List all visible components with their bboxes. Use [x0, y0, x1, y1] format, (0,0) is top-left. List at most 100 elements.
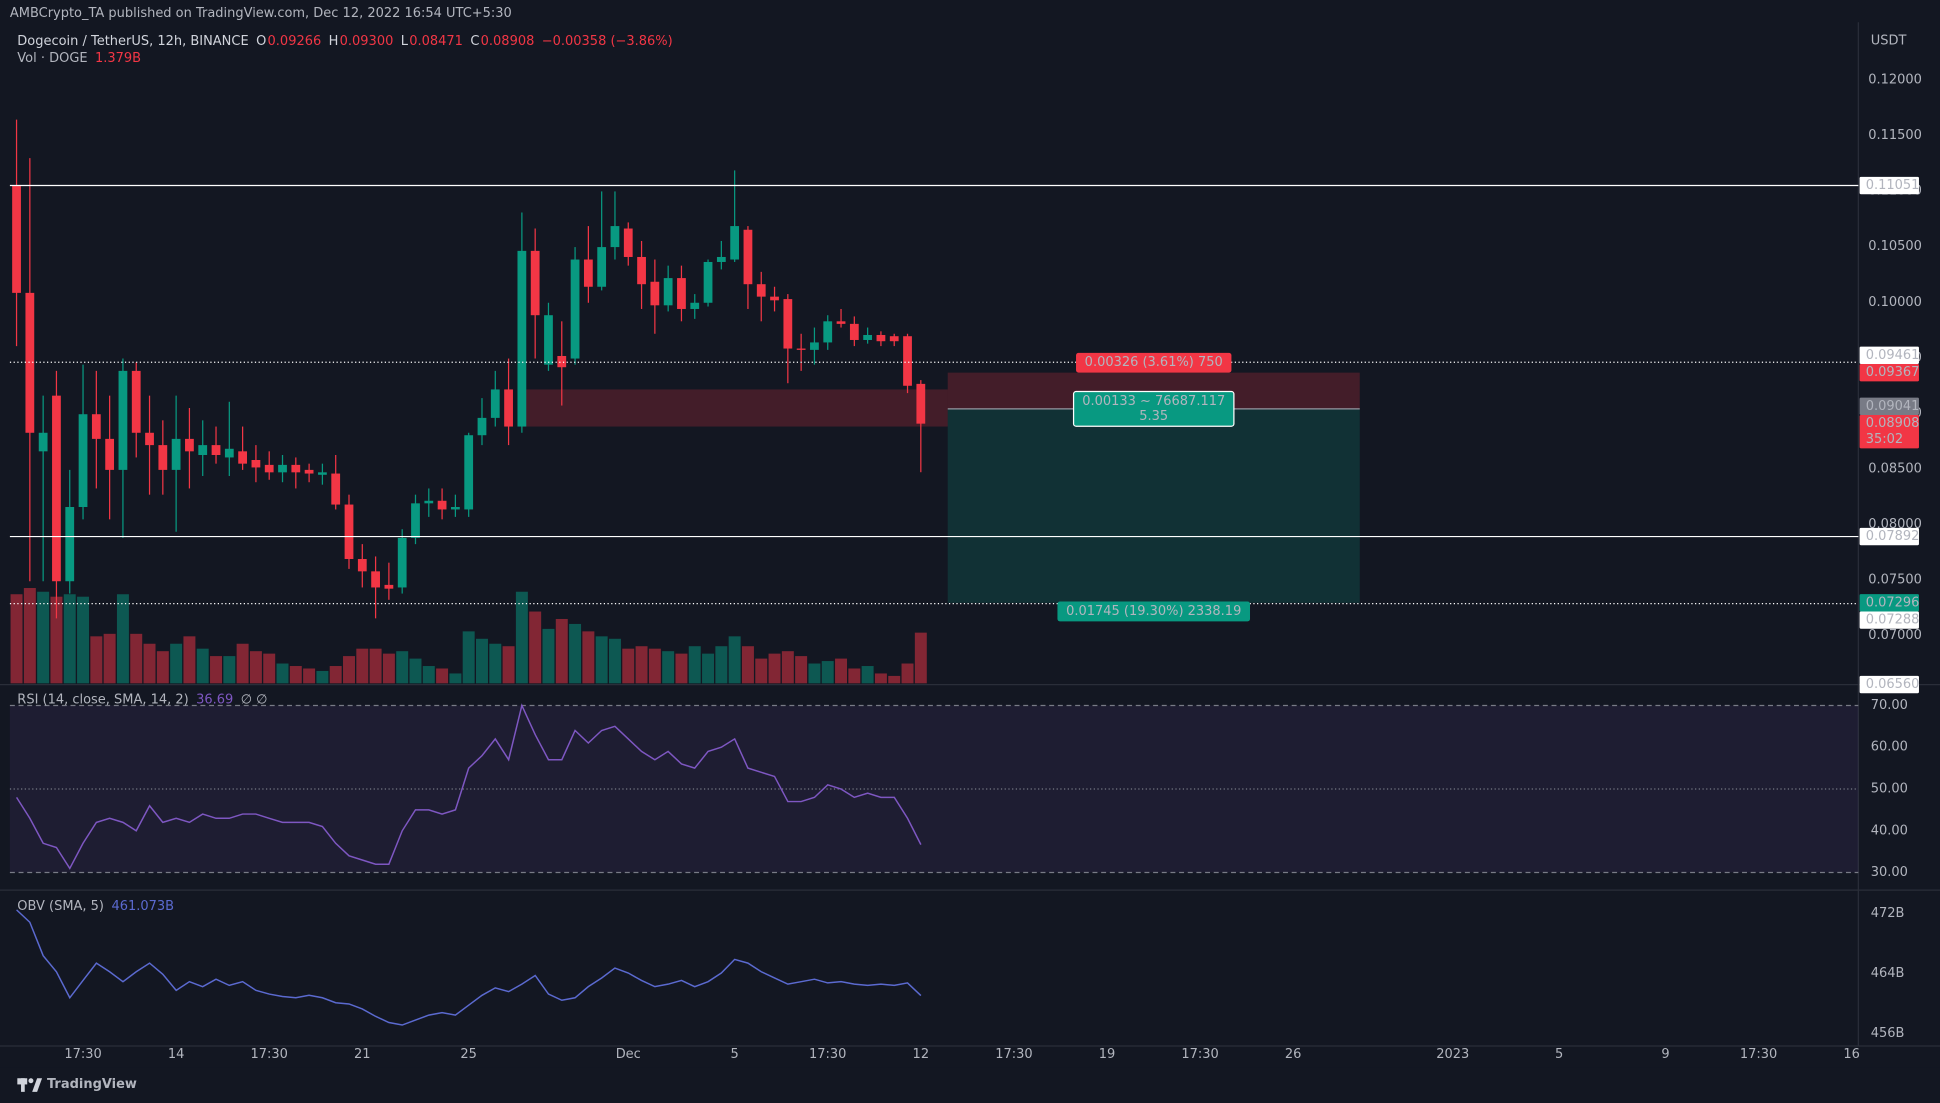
change: −0.00358 (−3.86%) — [542, 33, 673, 48]
volume-bar — [303, 668, 316, 684]
candle-body — [716, 256, 726, 262]
y-tick-label: 0.11500 — [1868, 128, 1922, 143]
price-badge — [1859, 527, 1919, 546]
volume-bar — [542, 628, 555, 684]
candle-body — [211, 445, 221, 455]
volume-bar — [755, 658, 768, 684]
x-tick-label: 16 — [1843, 1047, 1860, 1062]
candle-body — [677, 278, 686, 309]
footer-bar — [0, 1067, 1940, 1103]
volume-bar — [781, 651, 794, 684]
volume-bar — [874, 673, 887, 684]
candle-body — [437, 500, 447, 510]
x-tick-label: 12 — [913, 1047, 930, 1062]
price-badge-label: 0.07892 — [1866, 529, 1920, 544]
candle-body — [224, 448, 234, 458]
candle-body — [371, 571, 380, 588]
y-tick-label: 0.08500 — [1868, 461, 1922, 476]
candle-body — [889, 336, 899, 342]
candle-body — [238, 451, 248, 464]
position-label-box — [1072, 390, 1235, 427]
y-tick-label: 472B — [1871, 906, 1905, 921]
price-badge — [1859, 346, 1919, 364]
volume-bar — [595, 636, 608, 684]
volume-bar — [529, 611, 542, 684]
volume-bar — [635, 646, 648, 684]
candle-body — [251, 459, 261, 468]
position-label: 0.01745 (19.30%) 2338.19 — [1066, 604, 1241, 619]
candle-body — [424, 500, 434, 504]
volume-bar — [835, 658, 848, 684]
candle-body — [397, 537, 407, 588]
x-tick-label: 17:30 — [1740, 1047, 1777, 1062]
volume-bar — [555, 618, 568, 684]
candle-body — [863, 334, 873, 340]
volume-bar — [382, 653, 395, 684]
volume-bar — [37, 591, 50, 684]
volume-bar — [808, 663, 821, 684]
candle-body — [544, 315, 553, 365]
volume-bar — [103, 633, 116, 684]
volume-bar — [156, 651, 169, 684]
volume-bar — [728, 636, 741, 684]
candle-body — [450, 507, 460, 510]
volume-bar — [515, 591, 528, 684]
volume-bar — [236, 643, 249, 684]
volume-bar — [343, 656, 355, 684]
price-badge — [1859, 363, 1919, 382]
candle-body — [517, 250, 527, 427]
tv-logo — [17, 1078, 43, 1092]
candle-body — [823, 321, 833, 343]
volume-bar — [795, 656, 808, 684]
volume-name: Vol · DOGE — [17, 51, 87, 66]
volume-bar — [848, 668, 861, 684]
x-tick-label: 17:30 — [995, 1047, 1032, 1062]
volume-bar — [901, 663, 914, 684]
candle-body — [810, 342, 819, 350]
volume-bar — [741, 646, 754, 684]
position-label-box — [1076, 352, 1232, 373]
x-tick-label: 14 — [168, 1047, 185, 1062]
volume-bar — [436, 668, 449, 684]
volume-value: 1.379B — [95, 51, 141, 66]
volume-bar — [170, 643, 183, 684]
candle-body — [756, 284, 766, 297]
price-badge — [1859, 675, 1919, 694]
volume-bar — [422, 666, 435, 684]
y-tick-label: 456B — [1871, 1026, 1905, 1041]
volume-bar — [63, 594, 76, 684]
x-tick-label: 21 — [354, 1047, 371, 1062]
target-area — [947, 408, 1360, 603]
x-tick-label: 19 — [1099, 1047, 1116, 1062]
volume-bar — [196, 648, 209, 684]
volume-bar — [861, 666, 874, 684]
footer-brand[interactable]: TradingView — [47, 1077, 137, 1092]
volume-bar — [116, 594, 129, 684]
y-tick-label: 0.12000 — [1868, 73, 1922, 88]
candle-body — [490, 389, 500, 418]
volume-bar — [276, 663, 289, 684]
candle-body — [105, 438, 115, 470]
x-tick-label: 2023 — [1436, 1047, 1469, 1062]
price-badge — [1859, 611, 1919, 629]
price-badge — [1859, 176, 1919, 195]
candle-body — [25, 292, 35, 433]
y-tick-label: 70.00 — [1871, 698, 1908, 713]
currency: USDT — [1871, 33, 1907, 48]
x-tick-label: 17:30 — [251, 1047, 288, 1062]
publisher: AMBCrypto_TA published on TradingView.co… — [10, 6, 512, 21]
volume-bar — [502, 646, 515, 684]
price-badge-label: 0.09367 — [1866, 365, 1920, 380]
volume-bar — [569, 623, 582, 684]
candle-body — [52, 395, 61, 582]
indicator-name: RSI (14, close, SMA, 14, 2) — [17, 692, 188, 707]
candle-body — [836, 321, 846, 324]
indicator-legend: OBV (SMA, 5) 461.073B — [17, 899, 174, 914]
volume-bar — [409, 658, 422, 684]
candle-body — [849, 323, 859, 340]
volume-legend: Vol · DOGE 1.379B — [17, 51, 141, 66]
volume-bar — [608, 638, 621, 684]
candle-body — [690, 302, 700, 309]
volume-bar — [249, 651, 262, 684]
